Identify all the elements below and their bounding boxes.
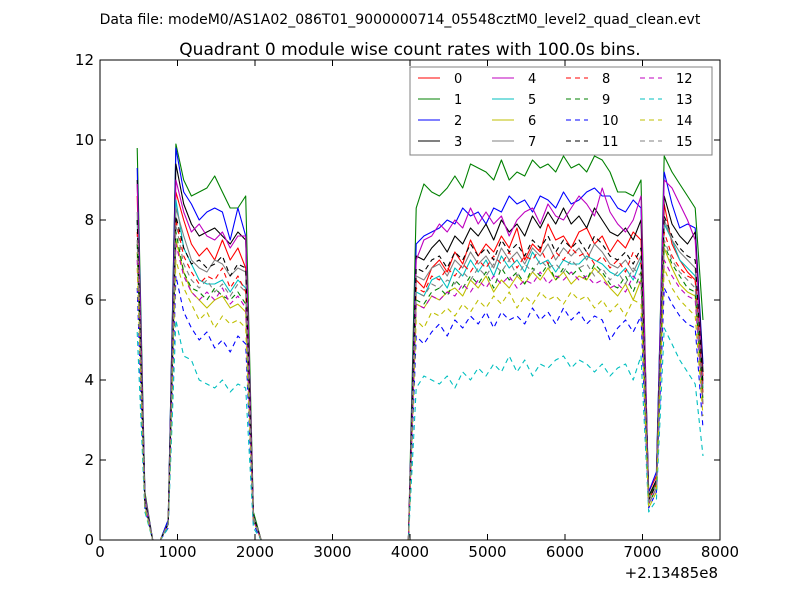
x-axis: 0 1000 2000 3000 4000 5000 6000 7000 8000	[95, 60, 739, 561]
x-tick-label: 7000	[623, 543, 661, 561]
legend-label: 3	[454, 135, 462, 150]
x-tick-label: 3000	[313, 543, 351, 561]
series-line-12	[136, 243, 704, 540]
series-line-2	[136, 147, 704, 540]
series-line-10	[136, 275, 704, 540]
legend-label: 12	[676, 72, 693, 87]
legend-label: 0	[454, 72, 462, 87]
series-layer	[136, 143, 704, 540]
legend-label: 9	[602, 93, 610, 108]
series-line-11	[136, 215, 704, 540]
series-line-6	[136, 239, 704, 540]
y-tick-label: 10	[75, 131, 94, 149]
series-line-0	[136, 191, 704, 540]
legend-label: 8	[602, 72, 610, 87]
series-line-14	[136, 259, 704, 540]
x-tick-label: 5000	[468, 543, 506, 561]
legend-label: 1	[454, 93, 462, 108]
figure-suptitle: Data file: modeM0/AS1A02_086T01_90000007…	[100, 12, 701, 28]
y-tick-label: 4	[84, 371, 94, 389]
chart-title: Quadrant 0 module wise count rates with …	[179, 40, 640, 60]
series-line-5	[136, 199, 704, 540]
legend-label: 11	[602, 135, 619, 150]
x-tick-label: 0	[95, 543, 105, 561]
series-line-9	[136, 231, 704, 540]
x-tick-label: 8000	[701, 543, 739, 561]
legend-label: 4	[528, 72, 536, 87]
series-line-3	[136, 163, 704, 540]
x-tick-label: 2000	[236, 543, 274, 561]
legend-label: 6	[528, 114, 536, 129]
legend-label: 7	[528, 135, 536, 150]
y-tick-label: 2	[84, 451, 94, 469]
series-line-15	[136, 223, 704, 540]
x-tick-label: 1000	[158, 543, 196, 561]
x-tick-label: 4000	[391, 543, 429, 561]
x-offset-text: +2.13485e8	[625, 564, 718, 582]
plot-area: 0 1000 2000 3000 4000 5000 6000 7000 8000 0 2 4 6 8 1…	[75, 51, 739, 582]
y-tick-label: 6	[84, 291, 94, 309]
legend-label: 14	[676, 114, 693, 129]
y-tick-label: 8	[84, 211, 94, 229]
legend-label: 10	[602, 114, 619, 129]
legend-box	[409, 66, 713, 156]
legend-label: 13	[676, 93, 693, 108]
legend-label: 5	[528, 93, 536, 108]
legend-label: 15	[676, 135, 693, 150]
series-line-8	[136, 219, 704, 540]
y-tick-label: 0	[84, 531, 94, 549]
series-line-4	[136, 179, 704, 540]
y-tick-label: 12	[75, 51, 94, 69]
series-line-1	[136, 143, 704, 540]
series-line-13	[136, 319, 704, 540]
legend-label: 2	[454, 114, 462, 129]
x-tick-label: 6000	[546, 543, 584, 561]
